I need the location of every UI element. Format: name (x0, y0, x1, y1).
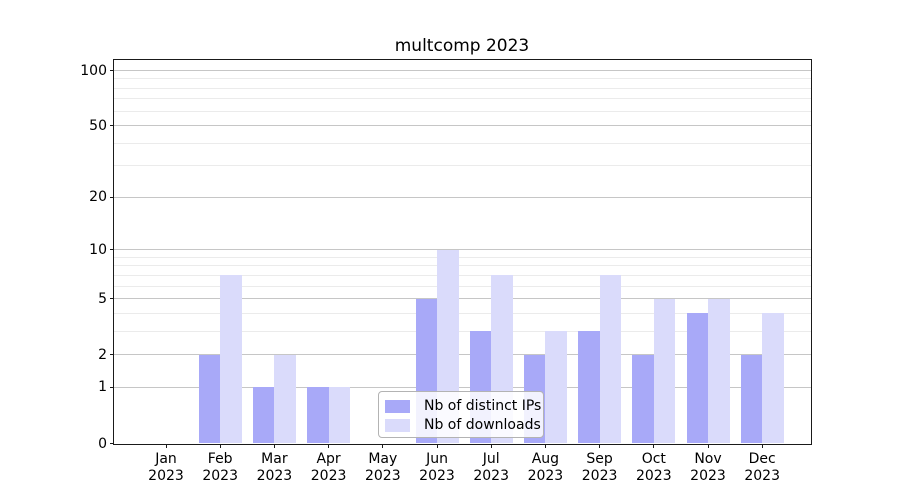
y-tick-mark (109, 443, 114, 444)
y-minor-gridline (113, 330, 811, 332)
y-tick-label: 2 (98, 346, 107, 363)
y-minor-gridline (113, 274, 811, 276)
x-tick-mark (219, 443, 221, 448)
y-minor-gridline (113, 110, 811, 112)
bar-distinct-ips-dec (740, 354, 763, 444)
y-tick-label: 50 (89, 117, 107, 134)
bar-downloads-feb (220, 275, 242, 444)
y-minor-gridline (113, 256, 811, 258)
bar-downloads-aug (545, 331, 567, 444)
y-tick-mark (109, 386, 114, 388)
y-major-gridline (113, 249, 811, 251)
y-tick-label: 20 (89, 189, 107, 206)
x-tick-label: Feb 2023 (202, 451, 238, 484)
y-minor-gridline (113, 165, 811, 167)
legend-swatch-downloads (385, 419, 410, 432)
bar-distinct-ips-mar (252, 387, 275, 444)
y-major-gridline (113, 354, 811, 356)
y-minor-gridline (113, 98, 811, 100)
x-tick-mark (490, 443, 492, 448)
bar-downloads-oct (653, 298, 676, 444)
y-tick-mark (109, 196, 114, 198)
x-tick-label: Dec 2023 (744, 451, 780, 484)
x-tick-label: Aug 2023 (527, 451, 564, 484)
bar-distinct-ips-sep (578, 331, 600, 444)
legend-swatch-distinct-ips (385, 400, 410, 413)
bar-downloads-mar (274, 354, 296, 444)
y-tick-mark (109, 298, 114, 300)
y-tick-label: 100 (80, 62, 107, 79)
bar-distinct-ips-nov (686, 313, 708, 444)
gridline-layer (113, 60, 811, 444)
legend-label-downloads: Nb of downloads (424, 417, 541, 433)
y-tick-mark (109, 354, 114, 356)
y-major-gridline (113, 298, 811, 300)
legend-item-distinct-ips: Nb of distinct IPs (385, 397, 541, 416)
x-tick-label: May 2023 (364, 451, 401, 484)
bars-layer (114, 60, 812, 444)
y-tick-label: 10 (89, 241, 107, 258)
x-tick-mark (599, 443, 601, 448)
bar-downloads-nov (708, 298, 730, 444)
legend-item-downloads: Nb of downloads (385, 416, 541, 435)
x-tick-mark (328, 443, 330, 448)
x-tick-mark (653, 443, 655, 448)
x-tick-label: Apr 2023 (310, 451, 347, 484)
y-major-gridline (113, 386, 811, 388)
bar-distinct-ips-oct (632, 354, 654, 444)
y-major-gridline (113, 70, 811, 71)
x-tick-mark (761, 443, 763, 448)
x-tick-mark (544, 443, 546, 448)
legend-label-distinct-ips: Nb of distinct IPs (424, 398, 542, 414)
x-tick-label: Nov 2023 (690, 451, 726, 484)
x-tick-label: Oct 2023 (635, 451, 672, 484)
x-tick-label: Jun 2023 (419, 451, 455, 484)
y-minor-gridline (113, 285, 811, 287)
x-tick-label: Jul 2023 (473, 451, 509, 484)
x-tick-mark (707, 443, 709, 448)
y-minor-gridline (113, 312, 811, 314)
x-tick-mark (273, 443, 275, 448)
x-tick-mark (165, 443, 167, 448)
y-minor-gridline (113, 87, 811, 89)
legend: Nb of distinct IPs Nb of downloads (378, 391, 544, 438)
bar-downloads-dec (762, 313, 784, 444)
y-tick-label: 1 (98, 379, 107, 396)
y-tick-mark (109, 249, 114, 251)
bar-distinct-ips-apr (307, 387, 329, 444)
bar-distinct-ips-feb (198, 354, 221, 444)
y-tick-label: 5 (98, 290, 107, 307)
y-tick-mark (109, 125, 114, 127)
plot-area (112, 58, 812, 445)
y-tick-mark (109, 70, 114, 71)
x-tick-label: Jan 2023 (148, 451, 184, 484)
y-tick-label: 0 (98, 435, 107, 452)
y-minor-gridline (113, 78, 811, 80)
y-major-gridline (113, 125, 811, 127)
y-minor-gridline (113, 142, 811, 144)
x-tick-mark (436, 443, 438, 448)
x-tick-label: Mar 2023 (256, 451, 293, 484)
bar-downloads-apr (328, 387, 351, 444)
x-tick-label: Sep 2023 (581, 451, 618, 484)
y-major-gridline (113, 196, 811, 198)
y-minor-gridline (113, 265, 811, 267)
chart-title: multcomp 2023 (394, 36, 530, 56)
x-tick-mark (382, 443, 384, 448)
bar-downloads-sep (599, 275, 622, 444)
